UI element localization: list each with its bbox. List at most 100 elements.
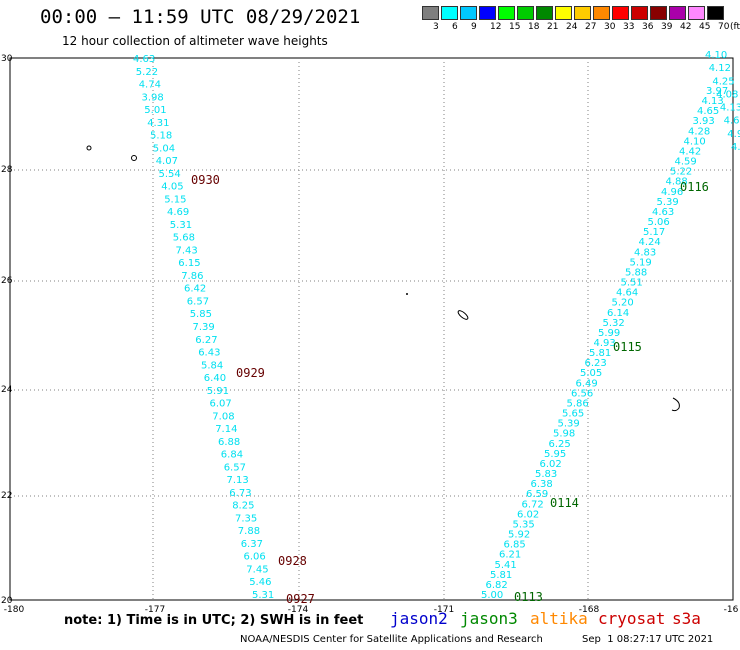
swh-value: 8.25	[232, 501, 254, 512]
swh-value: 4.08	[716, 89, 738, 100]
map-subtitle: 12 hour collection of altimeter wave hei…	[62, 34, 328, 48]
swh-value: 5.84	[201, 360, 223, 371]
swh-value: 5.99	[598, 328, 620, 339]
swh-value: 6.49	[576, 378, 598, 389]
swh-value: 4.64	[616, 288, 638, 299]
legend-swatch	[536, 6, 553, 20]
swh-value: 6.56	[571, 388, 593, 399]
swh-value: 7.45	[246, 565, 268, 576]
map-title: 00:00 – 11:59 UTC 08/29/2021	[40, 6, 361, 28]
swh-value: 3.97	[706, 86, 728, 97]
pass-time-label: 0927	[286, 592, 315, 606]
swh-value: 5.15	[164, 194, 186, 205]
pass-time-label: 0115	[613, 340, 642, 354]
swh-value: 7.88	[238, 526, 260, 537]
swh-value: 4.25	[712, 76, 734, 87]
legend-swatch	[707, 6, 724, 20]
legend-swatch	[688, 6, 705, 20]
lat-tick-label: 26	[1, 276, 13, 286]
legend-label: 3	[433, 22, 439, 32]
swh-value: 4.59	[675, 157, 697, 168]
legend-label: 70	[718, 22, 730, 32]
mission-label: s3a	[672, 609, 701, 628]
swh-value: 6.27	[195, 335, 217, 346]
swh-value: 5.54	[159, 169, 181, 180]
swh-value: 4.9	[727, 129, 740, 140]
swh-value: 4.31	[147, 118, 169, 129]
legend-label: 36	[642, 22, 654, 32]
island	[86, 145, 92, 151]
swh-value: 5.39	[657, 197, 679, 208]
lat-tick-label: 22	[1, 491, 12, 501]
footer-note: note: 1) Time is in UTC; 2) SWH is in fe…	[64, 613, 364, 628]
lat-tick-label: 24	[1, 385, 13, 395]
swh-value: 3.98	[142, 92, 164, 103]
legend-swatch	[479, 6, 496, 20]
swh-value: 5.98	[553, 429, 575, 440]
swh-value: 5.39	[558, 419, 580, 430]
swh-value: 5.92	[508, 530, 530, 541]
swh-value: 6.23	[585, 358, 607, 369]
swh-value: 4.63	[652, 207, 674, 218]
swh-value: 4.12	[709, 63, 731, 74]
island	[671, 397, 680, 412]
swh-value: 5.18	[150, 131, 172, 142]
swh-value: 5.46	[249, 577, 271, 588]
island	[406, 293, 408, 295]
swh-value: 6.38	[531, 479, 553, 490]
lon-tick-label: -180	[4, 605, 25, 615]
swh-value: 5.35	[513, 519, 535, 530]
swh-value: 6.73	[229, 488, 251, 499]
swh-value: 5.01	[144, 105, 166, 116]
swh-value: 6.84	[221, 450, 243, 461]
mission-label: jason3	[460, 609, 518, 628]
swh-value: 5.88	[625, 267, 647, 278]
swh-value: 5.51	[621, 278, 643, 289]
swh-value: 4.63	[133, 54, 155, 65]
swh-value: 5.22	[670, 167, 692, 178]
swh-value: 4.24	[639, 237, 661, 248]
lat-tick-label: 20	[1, 596, 13, 606]
timestamp-text: Sep 1 08:27:17 UTC 2021	[582, 634, 714, 645]
pass-time-label: 0928	[278, 554, 307, 568]
swh-value: 7.13	[227, 475, 249, 486]
lon-tick-label: -171	[434, 605, 454, 615]
swh-value: 5.17	[643, 227, 665, 238]
swh-value: 4.96	[661, 187, 683, 198]
swh-value: 4.63	[724, 116, 740, 127]
lon-tick-label: -16	[724, 605, 739, 615]
swh-value: 6.25	[549, 439, 571, 450]
legend-swatch	[669, 6, 686, 20]
legend-label: 15	[509, 22, 521, 32]
legend-swatch	[460, 6, 477, 20]
swh-value: 5.31	[170, 220, 192, 231]
swh-value: 4.28	[688, 126, 710, 137]
legend-label: 33	[623, 22, 635, 32]
legend-label: 39	[661, 22, 673, 32]
swh-value: 6.02	[540, 459, 562, 470]
legend-swatch	[631, 6, 648, 20]
swh-value: 6.85	[504, 540, 526, 551]
swh-value: 4.69	[167, 207, 189, 218]
legend-swatch	[650, 6, 667, 20]
lon-tick-label: -174	[288, 605, 309, 615]
swh-value: 6.02	[517, 509, 539, 520]
legend-label: 9	[471, 22, 477, 32]
swh-value: 5.20	[612, 298, 634, 309]
swh-value: 6.82	[486, 580, 508, 591]
swh-value: 4.7	[731, 142, 740, 153]
legend-swatch	[441, 6, 458, 20]
pass-time-label: 0929	[236, 366, 265, 380]
pass-time-label: 0116	[680, 180, 709, 194]
legend-swatch	[574, 6, 591, 20]
swh-value: 6.06	[244, 552, 266, 563]
swh-value: 5.81	[589, 348, 611, 359]
swh-value: 6.07	[210, 399, 232, 410]
swh-value: 5.31	[252, 590, 274, 601]
legend-label: 21	[547, 22, 559, 32]
swh-value: 6.40	[204, 373, 226, 384]
legend-label: 12	[490, 22, 502, 32]
lon-tick-label: -168	[579, 605, 600, 615]
swh-value: 4.42	[679, 147, 701, 158]
